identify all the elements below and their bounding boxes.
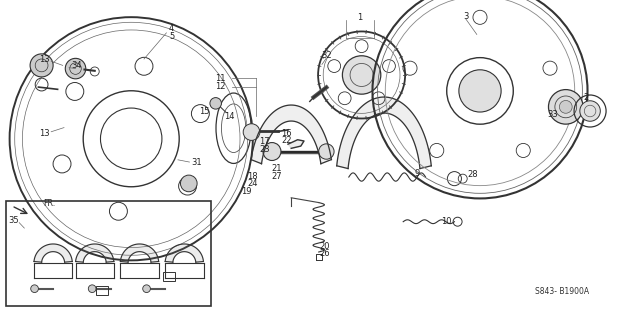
Text: 13: 13 xyxy=(40,55,50,63)
Text: 35: 35 xyxy=(9,216,19,225)
Ellipse shape xyxy=(459,70,501,112)
Polygon shape xyxy=(34,244,72,262)
Text: 32: 32 xyxy=(321,51,332,60)
Text: 15: 15 xyxy=(200,107,210,115)
Text: 34: 34 xyxy=(72,61,82,70)
Text: 16: 16 xyxy=(282,129,292,138)
Text: 22: 22 xyxy=(282,137,292,145)
Polygon shape xyxy=(337,97,431,168)
Ellipse shape xyxy=(65,58,86,79)
Text: S843- B1900A: S843- B1900A xyxy=(535,287,589,296)
Text: 21: 21 xyxy=(271,164,282,173)
Text: 12: 12 xyxy=(216,82,226,91)
Text: 33: 33 xyxy=(548,110,558,119)
Text: 17: 17 xyxy=(259,137,269,146)
Text: 31: 31 xyxy=(191,158,202,167)
Text: 10: 10 xyxy=(442,217,452,226)
Ellipse shape xyxy=(580,101,600,121)
Text: 4: 4 xyxy=(169,24,174,33)
Text: 11: 11 xyxy=(216,74,226,83)
Ellipse shape xyxy=(559,100,572,113)
Ellipse shape xyxy=(243,124,260,140)
Text: 14: 14 xyxy=(224,112,234,121)
Ellipse shape xyxy=(143,285,150,293)
Text: 19: 19 xyxy=(241,187,252,196)
Bar xyxy=(96,286,108,295)
Text: 20: 20 xyxy=(320,242,330,251)
Ellipse shape xyxy=(319,144,334,159)
Text: FR.: FR. xyxy=(44,199,56,208)
Text: 5: 5 xyxy=(169,32,174,41)
Text: 2: 2 xyxy=(584,93,589,102)
Text: 24: 24 xyxy=(248,179,258,188)
Text: 13: 13 xyxy=(40,130,50,138)
Text: 23: 23 xyxy=(259,145,269,154)
Ellipse shape xyxy=(180,175,197,192)
Polygon shape xyxy=(76,244,114,262)
Bar xyxy=(6,201,211,306)
Text: 26: 26 xyxy=(320,249,330,258)
Ellipse shape xyxy=(342,56,381,94)
Text: 27: 27 xyxy=(271,172,282,181)
Text: 3: 3 xyxy=(463,12,468,21)
Polygon shape xyxy=(251,105,332,164)
Ellipse shape xyxy=(30,54,53,77)
Text: 1: 1 xyxy=(357,13,362,22)
Text: 28: 28 xyxy=(467,170,477,179)
Ellipse shape xyxy=(548,90,583,124)
Polygon shape xyxy=(120,244,159,262)
Text: 9: 9 xyxy=(415,169,420,178)
Ellipse shape xyxy=(88,285,96,293)
Ellipse shape xyxy=(263,143,281,160)
Bar xyxy=(163,272,175,281)
Ellipse shape xyxy=(210,98,221,109)
Text: 18: 18 xyxy=(248,172,258,181)
Polygon shape xyxy=(288,140,304,148)
Ellipse shape xyxy=(31,285,38,293)
Polygon shape xyxy=(165,244,204,262)
